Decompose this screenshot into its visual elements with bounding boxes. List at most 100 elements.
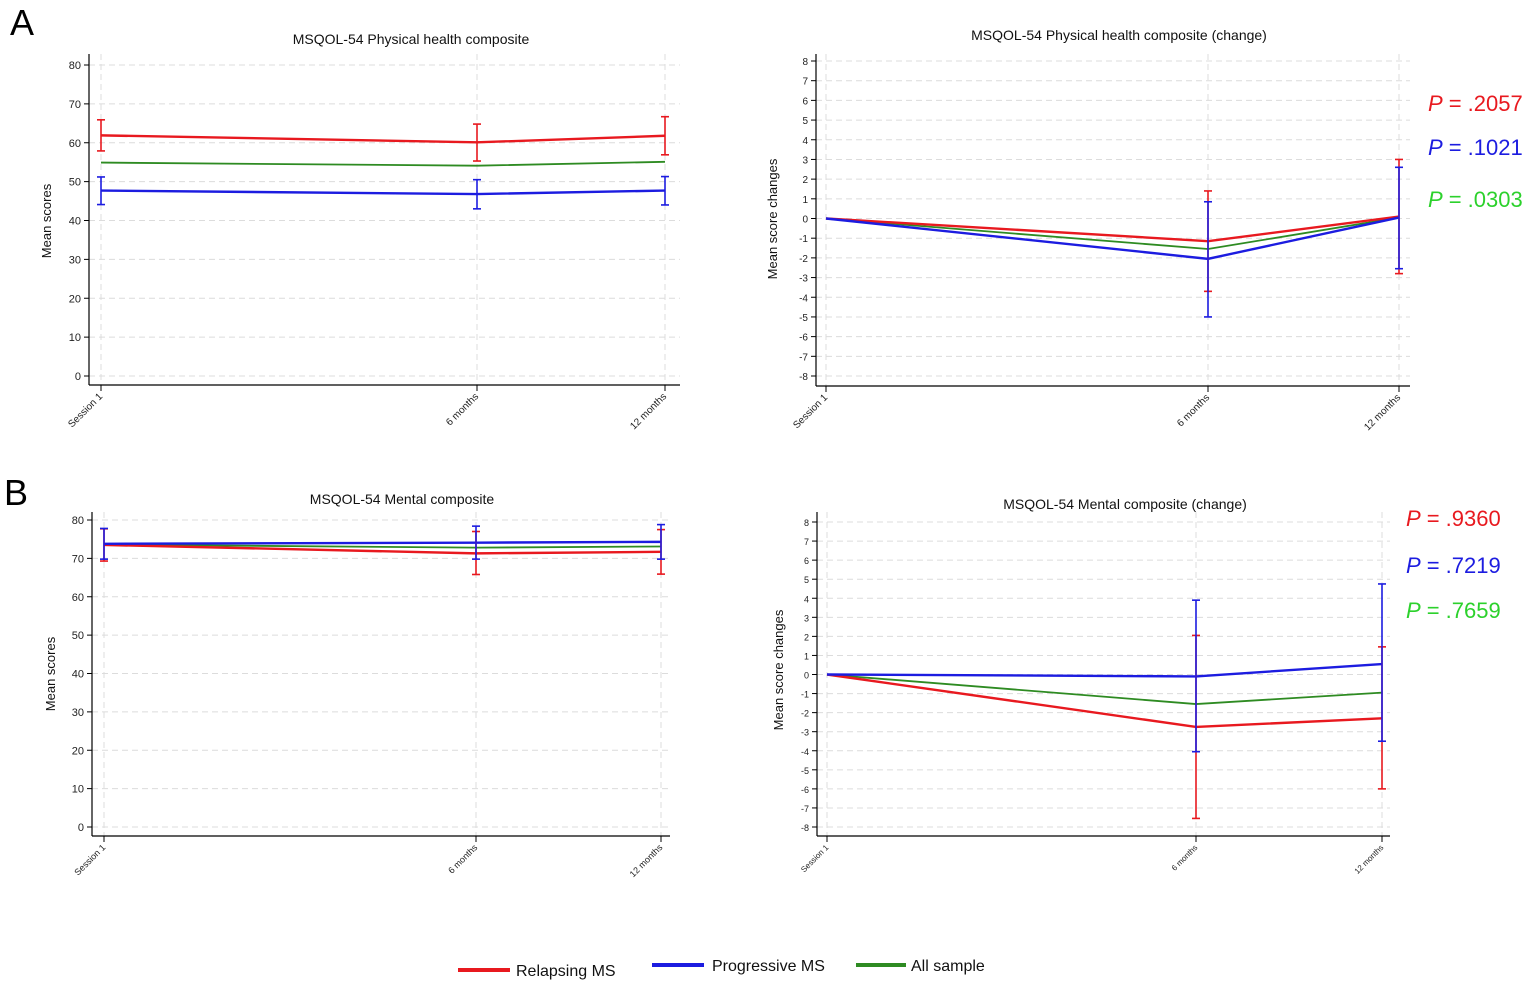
y-tick-label: 6 [804, 556, 809, 566]
y-tick-label: -1 [799, 234, 808, 245]
svg-text:P= .0303: P = .0303 [1428, 187, 1523, 212]
y-tick-label: 50 [69, 177, 81, 189]
x-tick-label: 6 months [1175, 392, 1212, 429]
y-tick-label: 3 [804, 613, 809, 623]
y-tick-label: 7 [802, 77, 808, 88]
chart-b-left: MSQOL-54 Mental composite Mean scores 0 1… [43, 491, 670, 879]
y-tick-label: 0 [78, 822, 84, 834]
y-tick-label: 0 [802, 215, 808, 226]
p-number: = .7659 [1427, 598, 1501, 623]
p-value-relapsing: P = .9360 [1406, 506, 1501, 531]
series-line-all-sample [100, 160, 666, 167]
chart-a-left: MSQOL-54 Physical health composite Mean … [39, 31, 680, 432]
svg-text:P= .7219: P = .7219 [1406, 553, 1501, 578]
series-line-relapsing-ms [100, 134, 666, 144]
y-tick-label: -4 [799, 293, 808, 304]
x-tick-label: 6 months [1170, 843, 1200, 873]
y-tick-label: 30 [69, 254, 81, 266]
x-tick-label: 12 months [1362, 392, 1403, 433]
p-value-relapsing: P = .2057 [1428, 91, 1523, 116]
y-tick-label: 80 [72, 515, 84, 527]
y-tick-label: 7 [804, 537, 809, 547]
p-label: P [1428, 187, 1443, 212]
x-tick-label: 6 months [446, 842, 480, 876]
legend: Relapsing MS Progressive MS All sample [458, 958, 985, 980]
y-tick-label: 60 [72, 592, 84, 604]
y-tick-label: 40 [69, 216, 81, 228]
y-tick-label: -6 [801, 785, 809, 795]
p-number: = .0303 [1449, 187, 1523, 212]
x-tick-label: Session 1 [799, 843, 831, 875]
panel-label-a: A [10, 2, 34, 43]
y-tick-label: -5 [801, 766, 809, 776]
y-tick-label: -6 [799, 333, 808, 344]
y-tick-label: 2 [804, 632, 809, 642]
chart-title: MSQOL-54 Physical health composite [293, 31, 530, 47]
y-tick-label: 80 [69, 60, 81, 72]
y-tick-label: 60 [69, 138, 81, 150]
series-line-progressive-ms [103, 540, 662, 545]
x-tick-label: Session 1 [791, 392, 830, 431]
y-tick-label: 40 [72, 669, 84, 681]
x-tick-label: 12 months [1353, 843, 1386, 876]
p-label: P [1406, 506, 1421, 531]
x-tick-label: Session 1 [66, 391, 105, 430]
p-number: = .1021 [1449, 135, 1523, 160]
legend-label-relapsing: Relapsing MS [516, 963, 616, 980]
y-tick-label: 5 [802, 116, 808, 127]
y-tick-label: -2 [801, 709, 809, 719]
chart-title: MSQOL-54 Mental composite (change) [1003, 496, 1247, 512]
y-tick-label: 20 [72, 745, 84, 757]
y-tick-label: -8 [801, 823, 809, 833]
y-tick-label: 30 [72, 707, 84, 719]
y-tick-label: 5 [804, 575, 809, 585]
y-tick-label: 50 [72, 630, 84, 642]
y-tick-label: -7 [801, 804, 809, 814]
p-label: P [1428, 91, 1443, 116]
y-tick-label: 10 [72, 784, 84, 796]
x-tick-label: Session 1 [72, 842, 107, 877]
y-tick-label: -1 [801, 690, 809, 700]
y-tick-label: -4 [801, 747, 809, 757]
chart-title: MSQOL-54 Physical health composite (chan… [971, 27, 1267, 43]
y-tick-label: 6 [802, 96, 808, 107]
svg-text:P= .1021: P = .1021 [1428, 135, 1523, 160]
y-axis-label: Mean score changes [765, 158, 780, 279]
p-number: = .7219 [1427, 553, 1501, 578]
legend-label-all: All sample [911, 958, 985, 975]
p-number: = .9360 [1427, 506, 1501, 531]
x-tick-label: 12 months [628, 842, 665, 879]
panel-label-b: B [4, 472, 28, 513]
chart-title: MSQOL-54 Mental composite [310, 491, 495, 507]
y-tick-label: 70 [72, 553, 84, 565]
y-tick-label: -7 [799, 352, 808, 363]
legend-label-progressive: Progressive MS [712, 958, 825, 975]
y-tick-label: 3 [802, 155, 808, 166]
y-tick-label: 10 [69, 332, 81, 344]
p-value-progressive: P = .7219 [1406, 553, 1501, 578]
p-number: = .2057 [1449, 91, 1523, 116]
y-tick-label: 2 [802, 175, 808, 186]
y-tick-label: -3 [799, 274, 808, 285]
series-line-relapsing-ms [826, 673, 1383, 729]
y-axis-label: Mean scores [39, 183, 54, 258]
series-line-all-sample [825, 216, 1400, 250]
svg-text:P= .9360: P = .9360 [1406, 506, 1501, 531]
p-value-progressive: P = .1021 [1428, 135, 1523, 160]
y-tick-label: 0 [804, 671, 809, 681]
y-tick-label: 20 [69, 293, 81, 305]
series-line-all-sample [826, 673, 1383, 705]
y-tick-label: 4 [804, 594, 809, 604]
y-tick-label: -5 [799, 313, 808, 324]
chart-a-right: MSQOL-54 Physical health composite (chan… [765, 27, 1523, 433]
y-axis-label: Mean score changes [771, 609, 786, 730]
p-label: P [1428, 135, 1443, 160]
y-tick-label: 0 [75, 371, 81, 383]
y-tick-label: 1 [802, 195, 808, 206]
y-tick-label: -3 [801, 728, 809, 738]
y-tick-label: 4 [802, 136, 808, 147]
y-tick-label: 70 [69, 99, 81, 111]
y-tick-label: 8 [804, 518, 809, 528]
svg-text:P= .2057: P = .2057 [1428, 91, 1523, 116]
